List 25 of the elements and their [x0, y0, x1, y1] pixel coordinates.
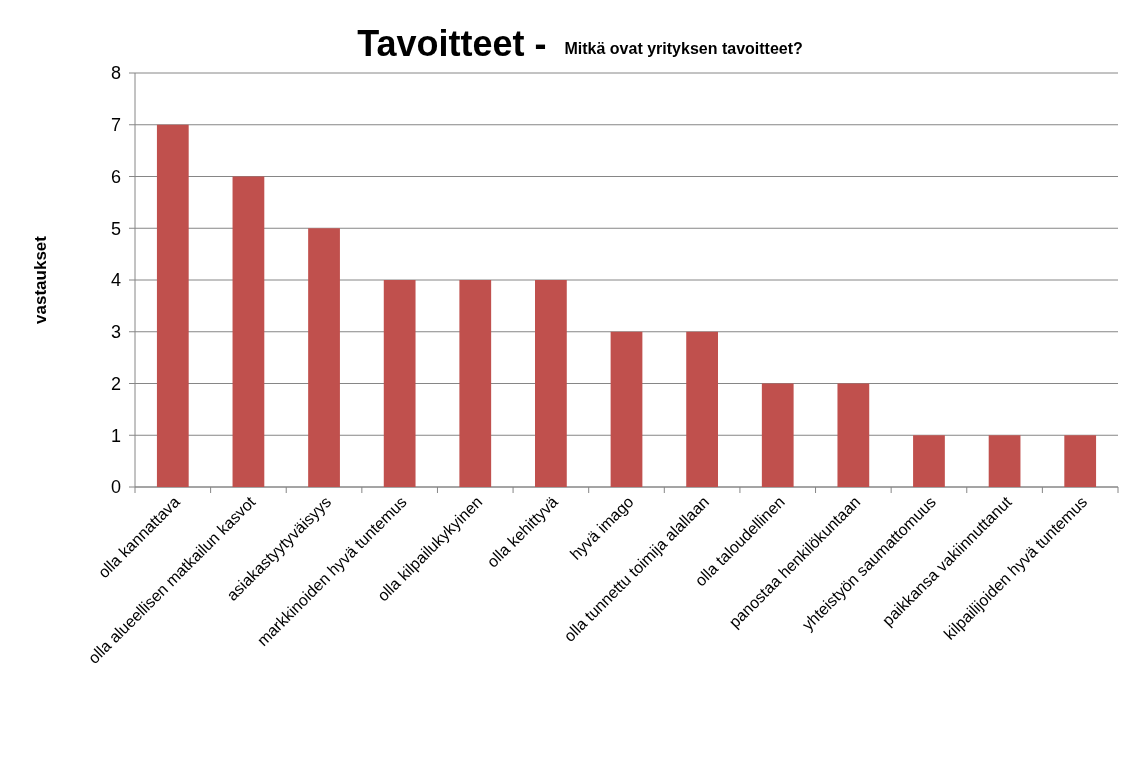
bar — [156, 124, 189, 487]
bar — [913, 435, 945, 487]
y-tick-label: 1 — [110, 425, 121, 446]
bar — [232, 176, 265, 487]
bar — [761, 383, 794, 487]
y-tick-label: 0 — [110, 477, 121, 498]
y-tick-label: 8 — [110, 63, 121, 84]
y-tick-label: 4 — [110, 270, 121, 291]
y-tick-label: 7 — [110, 115, 121, 136]
chart-subtitle: Mitkä ovat yrityksen tavoitteet? — [564, 40, 803, 57]
y-tick-label: 6 — [110, 166, 121, 187]
bar — [686, 331, 718, 487]
bar — [610, 331, 643, 487]
y-axis-title: vastaukset — [31, 235, 50, 324]
bar — [459, 280, 492, 487]
chart-title: Tavoitteet - — [357, 23, 547, 64]
bar — [1064, 435, 1097, 487]
bar — [837, 383, 870, 487]
bar — [535, 280, 567, 487]
y-tick-label: 3 — [110, 322, 121, 343]
y-tick-label: 2 — [110, 373, 121, 394]
bar — [383, 280, 416, 487]
bar — [988, 435, 1021, 487]
bar — [308, 228, 340, 487]
y-tick-label: 5 — [110, 218, 121, 239]
